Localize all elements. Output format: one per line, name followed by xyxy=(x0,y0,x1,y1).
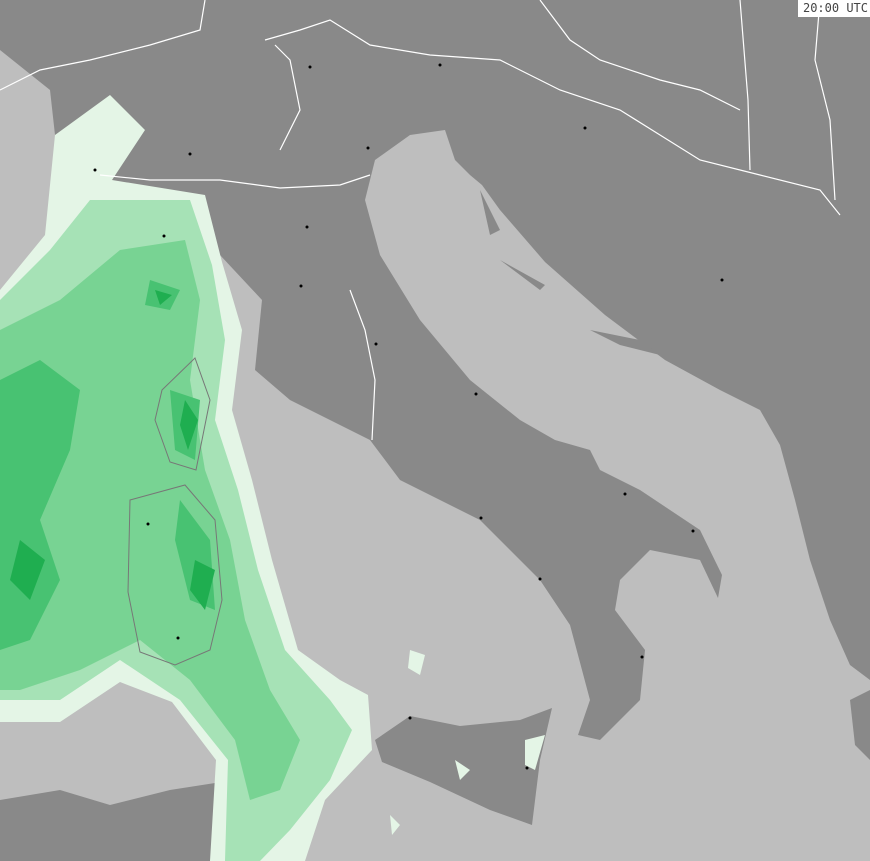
land-north-africa xyxy=(0,783,250,861)
city-markers xyxy=(93,63,724,770)
country-borders xyxy=(0,0,841,441)
coastlines xyxy=(127,357,223,666)
precipitation-overlay xyxy=(0,95,545,861)
land-mainland xyxy=(0,0,870,740)
timestamp-label: 20:00 UTC xyxy=(797,0,870,17)
land-greece xyxy=(850,690,870,760)
